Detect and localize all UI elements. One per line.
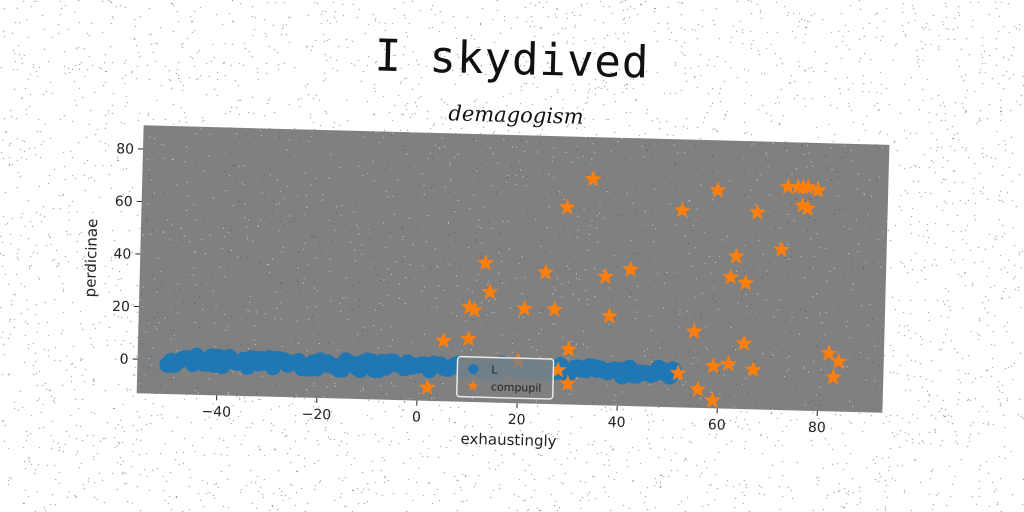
point-compupil <box>597 267 615 285</box>
point-compupil <box>719 355 738 372</box>
point-compupil <box>779 177 797 195</box>
point-compupil <box>809 181 827 198</box>
point-compupil <box>434 331 453 349</box>
x-tick-label: 60 <box>708 417 726 433</box>
x-tick-label: 40 <box>608 415 626 431</box>
point-compupil <box>689 380 707 397</box>
point-compupil <box>465 301 484 318</box>
point-compupil <box>830 352 848 370</box>
legend-label-l: L <box>491 363 498 376</box>
y-tick-label: 80 <box>116 141 134 157</box>
series-l <box>159 347 682 385</box>
x-tick-label: 0 <box>412 409 421 425</box>
point-compupil <box>669 364 687 381</box>
point-compupil <box>722 268 740 285</box>
y-tick-label: 40 <box>113 246 131 262</box>
plot-group: demagogism −40 −20 0 20 40 60 80 0 20 40 60 80 exh… <box>81 101 890 451</box>
point-compupil <box>622 260 640 277</box>
chart-title: demagogism <box>448 101 584 129</box>
y-axis-ticks: 0 20 40 60 80 <box>112 141 144 368</box>
y-tick-label: 60 <box>115 194 133 210</box>
y-tick-label: 0 <box>119 352 128 368</box>
legend-label-compupil: compupil <box>491 380 542 394</box>
point-compupil <box>772 240 791 258</box>
point-compupil <box>737 274 755 291</box>
point-compupil <box>559 374 577 391</box>
x-tick-label: −40 <box>201 404 231 421</box>
point-compupil <box>727 247 745 264</box>
point-compupil <box>537 263 555 280</box>
y-tick-label: 20 <box>112 299 130 315</box>
legend: L compupil <box>455 355 555 400</box>
x-tick-label: 20 <box>507 412 525 428</box>
point-compupil <box>703 391 722 408</box>
point-compupil <box>794 196 812 214</box>
point-compupil <box>546 300 564 317</box>
plot-noise <box>139 128 888 411</box>
point-compupil <box>735 334 753 351</box>
point-compupil <box>516 299 534 317</box>
point-compupil <box>481 283 499 300</box>
x-tick-label: −20 <box>301 407 331 424</box>
y-axis-label: perdicinae <box>81 218 101 297</box>
plot-area <box>136 125 890 413</box>
point-compupil <box>558 198 576 215</box>
point-compupil <box>560 340 578 357</box>
point-compupil <box>799 199 817 216</box>
point-compupil <box>744 360 762 378</box>
point-compupil <box>748 203 767 220</box>
point-compupil <box>673 201 691 218</box>
point-compupil <box>460 329 478 347</box>
x-axis-ticks: −40 −20 0 20 40 60 80 <box>201 395 826 436</box>
point-compupil <box>799 178 817 195</box>
point-compupil <box>709 181 727 198</box>
point-compupil <box>418 378 436 396</box>
series-compupil <box>418 170 848 408</box>
x-axis-label: exhaustingly <box>460 430 557 451</box>
point-compupil <box>824 368 842 385</box>
point-compupil <box>685 322 703 340</box>
point-compupil <box>600 307 619 324</box>
legend-marker-l <box>468 364 479 375</box>
point-compupil <box>820 344 838 361</box>
point-compupil <box>477 254 495 271</box>
point-compupil <box>460 298 479 315</box>
point-compupil <box>584 170 602 187</box>
legend-marker-compupil <box>467 380 479 391</box>
x-tick-label: 80 <box>808 420 826 436</box>
legend-box <box>455 355 555 400</box>
point-compupil <box>704 357 722 374</box>
